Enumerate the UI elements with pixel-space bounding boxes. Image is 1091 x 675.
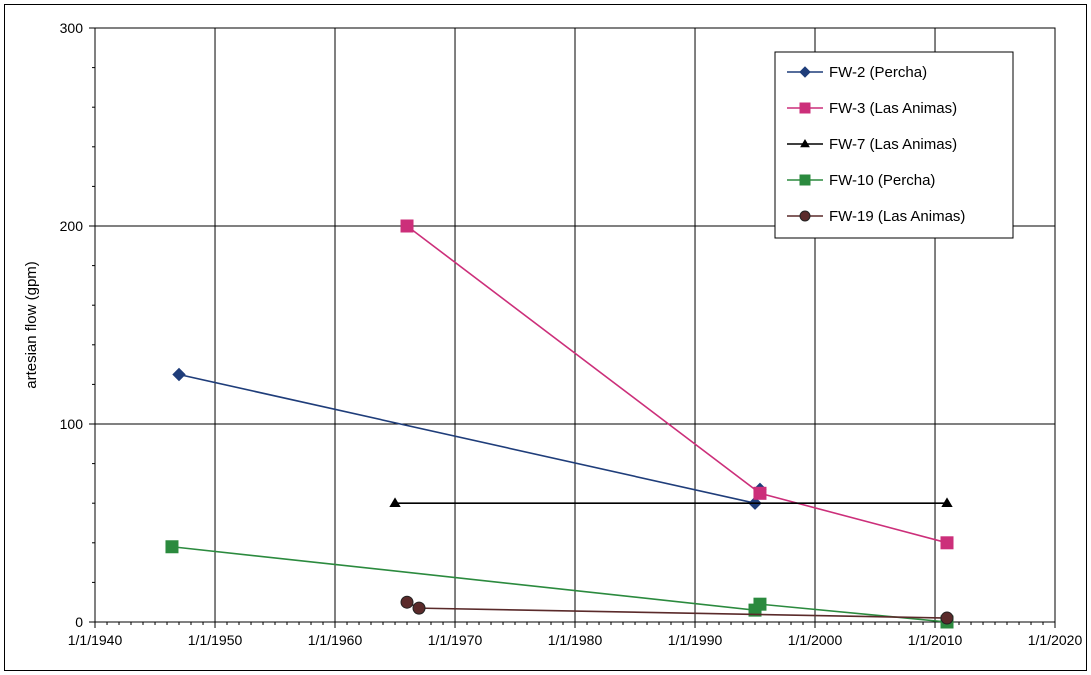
series-line bbox=[178, 373, 761, 505]
series-group bbox=[400, 595, 954, 625]
series-layer bbox=[165, 219, 954, 629]
y-tick-label: 200 bbox=[60, 218, 84, 234]
legend-item: FW-10 (Percha) bbox=[787, 172, 935, 189]
data-point bbox=[753, 597, 767, 611]
y-axis: 0 100 200 300 bbox=[60, 20, 95, 630]
series-line bbox=[406, 225, 948, 544]
legend-box bbox=[774, 51, 1014, 239]
legend-marker bbox=[800, 139, 810, 148]
legend-label: FW-2 (Percha) bbox=[829, 64, 927, 81]
legend-item: FW-3 (Las Animas) bbox=[787, 100, 957, 117]
series-line bbox=[406, 601, 948, 619]
x-tick-label: 1/1/1940 bbox=[68, 632, 123, 648]
y-tick-label: 100 bbox=[60, 416, 84, 432]
legend-item: FW-19 (Las Animas) bbox=[787, 208, 965, 225]
legend-marker bbox=[799, 210, 811, 222]
legend-marker bbox=[799, 174, 811, 186]
data-point bbox=[941, 497, 953, 508]
series-group bbox=[165, 540, 954, 629]
data-point bbox=[389, 497, 401, 508]
x-tick-label: 1/1/1980 bbox=[548, 632, 603, 648]
x-tick-label: 1/1/1970 bbox=[428, 632, 483, 648]
legend-item: FW-7 (Las Animas) bbox=[787, 136, 957, 153]
x-tick-label: 1/1/1950 bbox=[188, 632, 243, 648]
legend-label: FW-3 (Las Animas) bbox=[829, 100, 957, 117]
y-tick-label: 300 bbox=[60, 20, 84, 36]
data-point bbox=[400, 595, 414, 609]
legend: FW-2 (Percha) FW-3 (Las Animas) FW-7 (Las … bbox=[774, 51, 1014, 239]
data-point bbox=[400, 219, 414, 233]
data-point bbox=[940, 536, 954, 550]
data-point bbox=[940, 611, 954, 625]
legend-marker bbox=[799, 102, 811, 114]
data-point bbox=[172, 367, 186, 382]
legend-marker bbox=[799, 66, 811, 78]
x-tick-label: 1/1/1960 bbox=[308, 632, 363, 648]
chart-frame bbox=[4, 4, 1087, 671]
x-axis: 1/1/1940 1/1/1950 1/1/1960 1/1/1970 1/1/1980… bbox=[68, 622, 1083, 648]
data-point bbox=[412, 601, 426, 615]
legend-label: FW-19 (Las Animas) bbox=[829, 208, 965, 225]
x-tick-label: 1/1/2000 bbox=[788, 632, 843, 648]
x-tick-label: 1/1/2020 bbox=[1028, 632, 1083, 648]
legend-item: FW-2 (Percha) bbox=[787, 64, 927, 81]
x-tick-label: 1/1/2010 bbox=[908, 632, 963, 648]
series-group bbox=[172, 367, 767, 510]
series-group bbox=[389, 497, 953, 508]
data-point bbox=[753, 486, 767, 500]
y-axis-label: artesian flow (gpm) bbox=[23, 261, 40, 389]
y-tick-label: 0 bbox=[75, 614, 83, 630]
legend-label: FW-10 (Percha) bbox=[829, 172, 935, 189]
series-group bbox=[400, 219, 954, 550]
data-point bbox=[165, 540, 179, 554]
x-tick-label: 1/1/1990 bbox=[668, 632, 723, 648]
legend-label: FW-7 (Las Animas) bbox=[829, 136, 957, 153]
